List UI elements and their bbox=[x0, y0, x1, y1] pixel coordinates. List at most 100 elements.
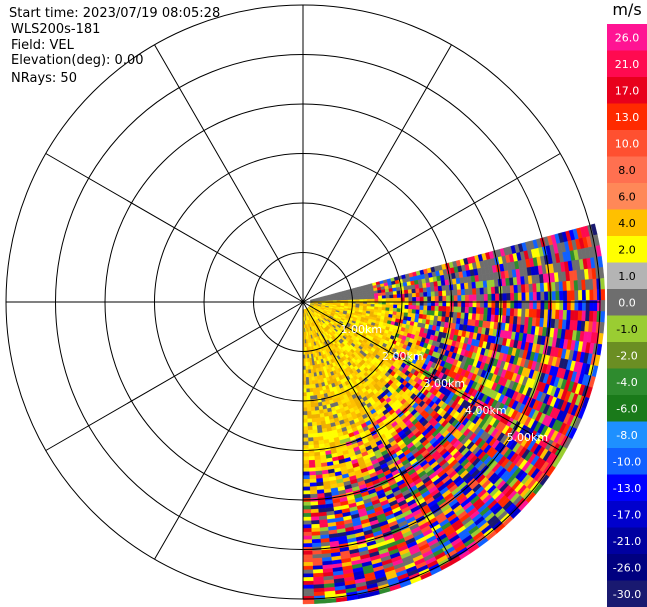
field-label: Field: VEL bbox=[11, 38, 74, 53]
velocity-cell bbox=[555, 291, 560, 301]
velocity-cell bbox=[551, 291, 557, 301]
velocity-cell bbox=[302, 558, 313, 563]
velocity-cell bbox=[302, 448, 309, 454]
velocity-cell bbox=[596, 289, 602, 301]
velocity-cell bbox=[555, 309, 560, 320]
velocity-cell bbox=[407, 289, 413, 294]
velocity-cell bbox=[385, 294, 390, 299]
velocity-cell bbox=[585, 289, 591, 301]
velocity-cell bbox=[581, 310, 587, 322]
velocity-cell bbox=[302, 418, 308, 424]
colorbar-tick: 6.0 bbox=[618, 190, 636, 203]
velocity-cell bbox=[302, 592, 315, 597]
velocity-cell bbox=[308, 384, 313, 389]
velocity-cell bbox=[311, 538, 321, 544]
velocity-cell bbox=[309, 395, 315, 401]
velocity-cell bbox=[302, 520, 312, 525]
velocity-cell bbox=[404, 293, 409, 298]
velocity-cell bbox=[309, 388, 314, 393]
velocity-cell bbox=[392, 307, 398, 313]
velocity-cell bbox=[456, 283, 462, 291]
velocity-cell bbox=[574, 290, 579, 301]
azimuth-spoke bbox=[302, 301, 452, 560]
velocity-cell bbox=[388, 291, 394, 296]
velocity-cell bbox=[302, 396, 307, 401]
velocity-cell bbox=[378, 298, 383, 302]
velocity-cell bbox=[415, 305, 421, 311]
colorbar-swatch bbox=[607, 527, 647, 555]
velocity-cell bbox=[312, 436, 319, 442]
colorbar-tick: 0.0 bbox=[618, 296, 636, 309]
velocity-cell bbox=[578, 290, 583, 301]
velocity-cell bbox=[441, 311, 447, 318]
velocity-cell bbox=[302, 392, 307, 397]
velocity-cell bbox=[306, 407, 312, 412]
velocity-cell bbox=[479, 287, 485, 295]
velocity-cell bbox=[374, 295, 379, 300]
velocity-cell bbox=[494, 307, 500, 316]
velocity-cell bbox=[314, 463, 322, 468]
velocity-cell bbox=[430, 310, 436, 317]
velocity-cell bbox=[407, 308, 413, 314]
velocity-cell bbox=[593, 289, 598, 301]
velocity-cell bbox=[554, 281, 560, 292]
velocity-cell bbox=[302, 452, 309, 457]
velocity-cell bbox=[310, 406, 316, 412]
elevation-label: Elevation(deg): 0.00 bbox=[11, 53, 144, 68]
velocity-cell bbox=[433, 286, 439, 292]
velocity-cell bbox=[312, 387, 317, 393]
velocity-cell bbox=[487, 293, 492, 302]
colorbar-swatch bbox=[607, 24, 647, 51]
range-label: 5.00km bbox=[507, 431, 549, 444]
velocity-cell bbox=[599, 322, 605, 334]
colorbar-tick: 8.0 bbox=[618, 164, 636, 177]
velocity-cell bbox=[434, 296, 440, 302]
velocity-cell bbox=[423, 291, 428, 298]
velocity-cell bbox=[521, 308, 526, 318]
velocity-cell bbox=[310, 505, 319, 510]
velocity-cell bbox=[445, 284, 450, 291]
velocity-cell bbox=[313, 395, 318, 400]
velocity-cell bbox=[442, 295, 447, 302]
velocity-cell bbox=[456, 312, 462, 319]
colorbar-tick: 1.0 bbox=[618, 270, 636, 283]
velocity-cell bbox=[308, 373, 312, 378]
velocity-cell bbox=[408, 293, 413, 298]
velocity-cell bbox=[305, 373, 309, 378]
velocity-cell bbox=[544, 291, 549, 301]
velocity-cell bbox=[457, 289, 462, 296]
velocity-cell bbox=[312, 572, 324, 578]
velocity-cell bbox=[359, 297, 364, 300]
velocity-cell bbox=[446, 295, 451, 302]
velocity-cell bbox=[302, 531, 312, 537]
velocity-cell bbox=[475, 287, 481, 295]
velocity-cell bbox=[460, 289, 466, 296]
velocity-cell bbox=[381, 298, 387, 302]
velocity-cell bbox=[414, 284, 420, 290]
colorbar-tick: 17.0 bbox=[615, 84, 640, 97]
velocity-cell bbox=[408, 297, 413, 302]
velocity-cell bbox=[389, 304, 394, 309]
velocity-cell bbox=[311, 425, 318, 431]
velocity-cell bbox=[479, 307, 485, 315]
colorbar-swatch bbox=[607, 501, 647, 528]
velocity-cell bbox=[396, 294, 402, 299]
velocity-cell bbox=[502, 293, 508, 302]
velocity-cell bbox=[393, 297, 398, 302]
velocity-cell bbox=[311, 542, 322, 548]
colorbar-tick: -17.0 bbox=[613, 508, 641, 521]
velocity-cell bbox=[509, 308, 515, 317]
velocity-cell bbox=[302, 577, 314, 582]
colorbar-tick: 21.0 bbox=[615, 58, 640, 71]
velocity-cell bbox=[468, 288, 473, 296]
velocity-cell bbox=[302, 539, 313, 544]
velocity-cell bbox=[419, 309, 424, 315]
velocity-cell bbox=[302, 569, 314, 575]
velocity-cell bbox=[427, 305, 432, 311]
velocity-cell bbox=[415, 296, 421, 302]
velocity-cell bbox=[302, 479, 310, 484]
velocity-cell bbox=[308, 459, 316, 465]
colorbar-swatch bbox=[607, 342, 647, 369]
velocity-cell bbox=[441, 285, 447, 292]
velocity-cell bbox=[311, 418, 317, 423]
